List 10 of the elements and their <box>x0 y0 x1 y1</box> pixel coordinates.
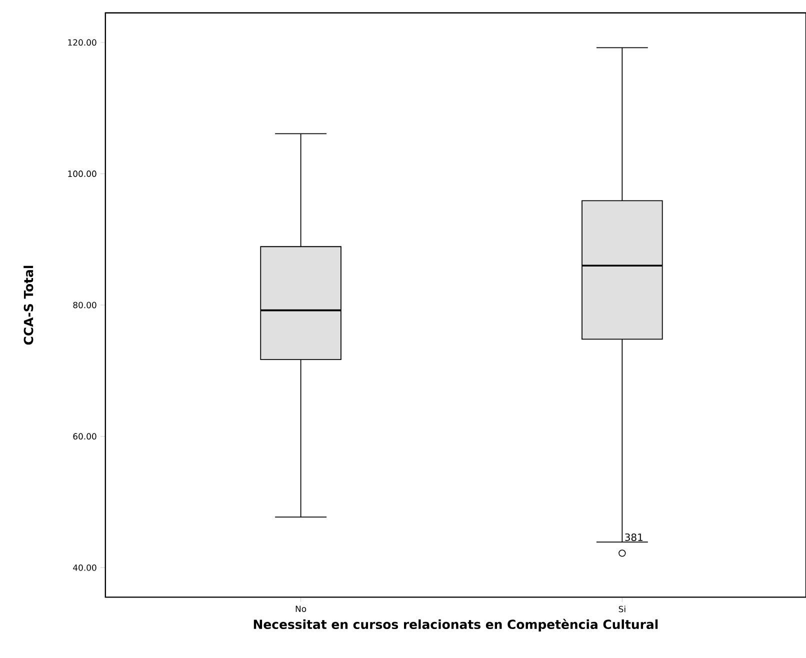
y-tick-label: 120.00 <box>68 39 96 46</box>
y-tick-label: 80.00 <box>73 302 96 308</box>
y-axis-title: CCA-S Total <box>24 266 34 345</box>
x-tick-label: No <box>296 606 306 612</box>
x-tick-label: Si <box>618 606 626 612</box>
x-axis-title: Necessitat en cursos relacionats en Competència Cultural <box>254 618 658 632</box>
y-tick-label: 40.00 <box>73 564 96 571</box>
y-tick-label: 60.00 <box>73 433 96 440</box>
y-tick-label: 100.00 <box>68 170 96 177</box>
annotation: 381 <box>625 533 642 542</box>
